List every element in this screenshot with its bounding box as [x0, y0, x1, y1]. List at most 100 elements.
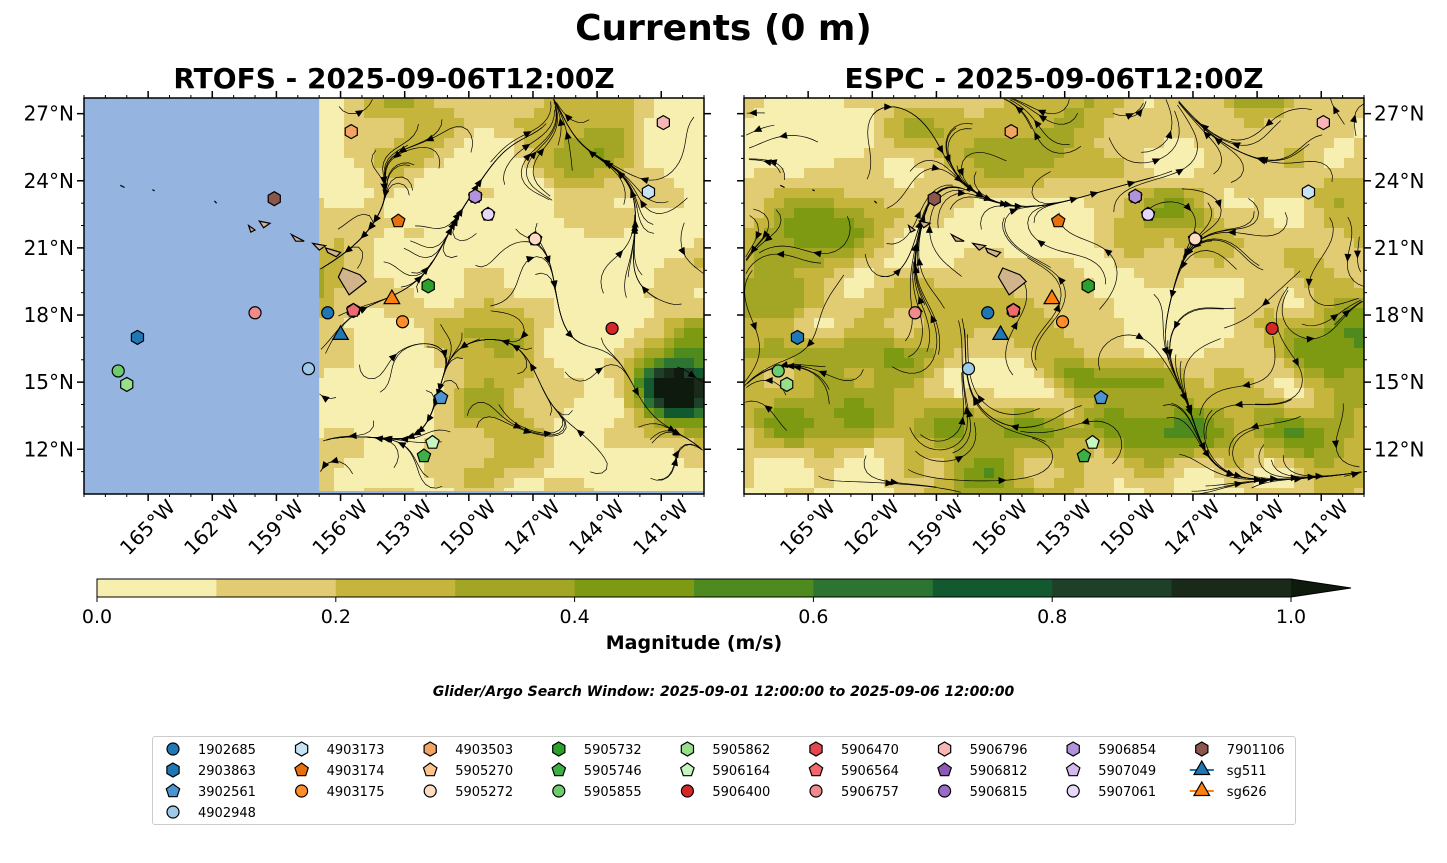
legend-label: 5906757 — [841, 785, 899, 800]
platform-marker-5905272[interactable] — [1188, 232, 1202, 246]
platform-marker-5906400[interactable] — [1265, 321, 1279, 336]
magnitude-field — [744, 98, 1364, 494]
legend-entry-5906564[interactable]: 5906564 — [808, 762, 899, 779]
platform-marker-sg626[interactable] — [383, 288, 401, 305]
platform-marker-5907061[interactable] — [1141, 207, 1155, 221]
legend-entry-7901106[interactable]: 7901106 — [1195, 741, 1285, 758]
legend-label: 5907061 — [1098, 785, 1156, 800]
legend-entry-4903503[interactable]: 4903503 — [423, 741, 513, 758]
platform-marker-4902948[interactable] — [961, 362, 976, 376]
legend-entry-5905855[interactable]: 5905855 — [552, 784, 642, 800]
colorbar-tick-label: 0.2 — [321, 606, 351, 628]
lon-tick-label: 165°W — [775, 495, 840, 560]
masked-region — [84, 98, 320, 494]
platform-marker-sg511[interactable] — [991, 324, 1010, 340]
legend-entry-5907049[interactable]: 5907049 — [1065, 762, 1157, 779]
platform-marker-2903863[interactable] — [130, 329, 145, 346]
platform-marker-5905746[interactable] — [1076, 448, 1092, 463]
legend-entry-2903863[interactable]: 2903863 — [166, 762, 256, 779]
legend-entry-5905862[interactable]: 5905862 — [680, 741, 770, 758]
legend-label: 5906854 — [1098, 743, 1156, 758]
platform-marker-2903863[interactable] — [790, 329, 805, 346]
platform-marker-5906796[interactable] — [1316, 114, 1331, 131]
platform-marker-4903175[interactable] — [1055, 315, 1070, 329]
legend-entry-sg626[interactable]: sg626 — [1189, 780, 1267, 800]
legend-entry-5905732[interactable]: 5905732 — [552, 741, 642, 758]
platform-marker-5906796[interactable] — [656, 114, 671, 131]
lon-tick-label: 159°W — [243, 495, 308, 560]
platform-marker-sg626[interactable] — [1043, 288, 1061, 305]
platform-marker-5906854[interactable] — [468, 188, 482, 205]
legend-entry-3902561[interactable]: 3902561 — [165, 783, 256, 800]
platform-marker-7901106[interactable] — [267, 191, 281, 207]
platform-marker-5905272[interactable] — [528, 232, 542, 246]
lat-tick-label: 21°N — [1374, 236, 1424, 260]
lat-tick-label: 15°N — [24, 370, 74, 394]
legend-label: 4903173 — [327, 743, 385, 758]
platform-marker-4903175[interactable] — [395, 315, 410, 329]
legend-entry-4903175[interactable]: 4903175 — [295, 784, 385, 800]
platform-marker-5906564[interactable] — [345, 302, 361, 317]
legend-entry-sg511[interactable]: sg511 — [1189, 759, 1267, 779]
legend-entry-1902685[interactable]: 1902685 — [166, 742, 256, 758]
panel-title-rtofs: RTOFS - 2025-09-06T12:00Z — [173, 62, 615, 95]
platform-marker-3902561[interactable] — [1093, 390, 1109, 405]
colorbar-bin — [932, 579, 1053, 597]
legend-entry-5906164[interactable]: 5906164 — [679, 762, 771, 779]
platform-marker-4902948[interactable] — [301, 362, 316, 376]
platform-marker-5907061[interactable] — [481, 207, 495, 221]
legend-entry-5906470[interactable]: 5906470 — [809, 741, 899, 758]
platform-marker-5906564[interactable] — [1005, 302, 1021, 317]
legend-label: 5906470 — [841, 743, 899, 758]
platform-marker-5906757[interactable] — [908, 306, 922, 320]
legend-label: 5905272 — [455, 785, 513, 800]
platform-marker-4903173[interactable] — [1301, 184, 1316, 200]
platform-marker-sg511[interactable] — [331, 324, 350, 340]
legend-entry-5906400[interactable]: 5906400 — [680, 784, 770, 800]
legend-entry-5905272[interactable]: 5905272 — [423, 784, 513, 800]
legend-entry-5906854[interactable]: 5906854 — [1066, 741, 1156, 758]
platform-marker-5906164[interactable] — [1085, 434, 1100, 449]
platform-marker-1902685[interactable] — [981, 306, 995, 320]
legend-entry-5906796[interactable]: 5906796 — [937, 741, 1028, 758]
platform-marker-7901106[interactable] — [927, 191, 941, 207]
platform-marker-3902561[interactable] — [433, 390, 449, 405]
platform-marker-4903503[interactable] — [344, 123, 358, 140]
platform-marker-5906854[interactable] — [1128, 188, 1142, 205]
legend-label: 5905746 — [584, 764, 642, 779]
legend-entry-4903173[interactable]: 4903173 — [294, 741, 385, 758]
platform-marker-1902685[interactable] — [321, 306, 335, 320]
platform-marker-5906757[interactable] — [248, 306, 262, 320]
lon-tick-label: 162°W — [839, 495, 904, 560]
platform-marker-5905732[interactable] — [1081, 278, 1095, 294]
platform-marker-5906164[interactable] — [425, 434, 440, 449]
legend-entry-5906812[interactable]: 5906812 — [937, 762, 1028, 779]
legend-label: 7901106 — [1227, 743, 1285, 758]
panel-title-espc: ESPC - 2025-09-06T12:00Z — [844, 62, 1264, 95]
legend-entry-5905746[interactable]: 5905746 — [551, 762, 642, 779]
map-panel-rtofs[interactable]: 165°W 162°W 159°W 156°W 153°W 150°W 147°W 144°W… — [24, 91, 711, 560]
platform-marker-5906400[interactable] — [605, 321, 619, 336]
legend-entry-4902948[interactable]: 4902948 — [166, 805, 256, 821]
platform-marker-4903174[interactable] — [390, 213, 406, 228]
legend-entry-4903174[interactable]: 4903174 — [294, 762, 385, 779]
platform-marker-5905855[interactable] — [771, 364, 785, 378]
platform-marker-4903503[interactable] — [1004, 123, 1018, 140]
map-panel-espc[interactable]: 165°W 162°W 159°W 156°W 153°W 150°W 147°W 144°W… — [737, 91, 1424, 560]
platform-marker-5905862[interactable] — [780, 376, 794, 393]
colorbar-bin — [1171, 579, 1292, 597]
legend-entry-5907061[interactable]: 5907061 — [1066, 784, 1156, 800]
legend-label: 5905855 — [584, 785, 642, 800]
legend-entry-5906815[interactable]: 5906815 — [937, 784, 1028, 800]
legend-entry-5905270[interactable]: 5905270 — [422, 762, 514, 779]
platform-marker-5905746[interactable] — [416, 448, 432, 463]
platform-marker-4903174[interactable] — [1050, 213, 1066, 228]
lon-tick-label: 156°W — [307, 495, 372, 560]
platform-marker-5905862[interactable] — [120, 376, 134, 393]
legend-label: 5906812 — [970, 764, 1028, 779]
platform-marker-4903173[interactable] — [641, 184, 656, 200]
magnitude-field — [314, 98, 704, 494]
platform-marker-5905732[interactable] — [421, 278, 435, 294]
platform-marker-5905855[interactable] — [111, 364, 125, 378]
legend-entry-5906757[interactable]: 5906757 — [809, 784, 899, 800]
